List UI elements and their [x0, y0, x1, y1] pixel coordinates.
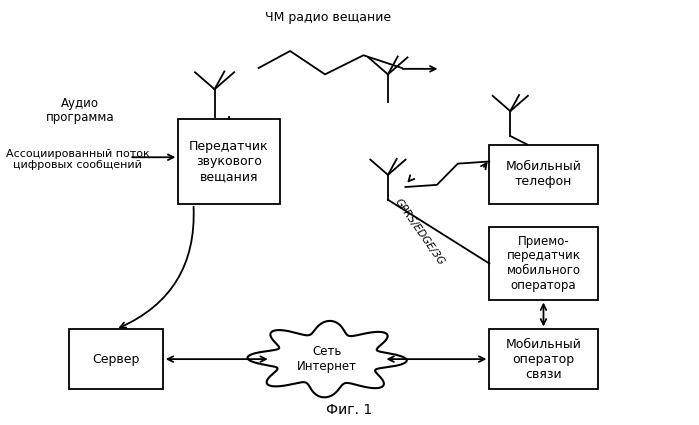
Bar	[178, 119, 280, 204]
Text: Передатчик
звукового
вещания: Передатчик звукового вещания	[189, 140, 268, 183]
Text: Мобильный
телефон: Мобильный телефон	[505, 160, 582, 188]
Text: Сервер: Сервер	[92, 353, 139, 366]
Bar	[489, 144, 598, 204]
Text: Мобильный
оператор
связи: Мобильный оператор связи	[505, 337, 582, 381]
Text: Сеть
Интернет: Сеть Интернет	[297, 345, 357, 373]
Bar	[69, 329, 163, 389]
Bar	[489, 227, 598, 300]
Text: GPRS/EDGE/3G: GPRS/EDGE/3G	[393, 196, 446, 267]
Polygon shape	[247, 321, 407, 397]
Text: Приемо-
передатчик
мобильного
оператора: Приемо- передатчик мобильного оператора	[507, 235, 580, 292]
Text: Аудио
программа: Аудио программа	[45, 96, 114, 125]
Bar	[489, 329, 598, 389]
Text: ЧМ радио вещание: ЧМ радио вещание	[266, 11, 391, 23]
Text: Фиг. 1: Фиг. 1	[326, 403, 373, 417]
Text: Ассоциированный поток
цифровых сообщений: Ассоциированный поток цифровых сообщений	[6, 149, 150, 170]
